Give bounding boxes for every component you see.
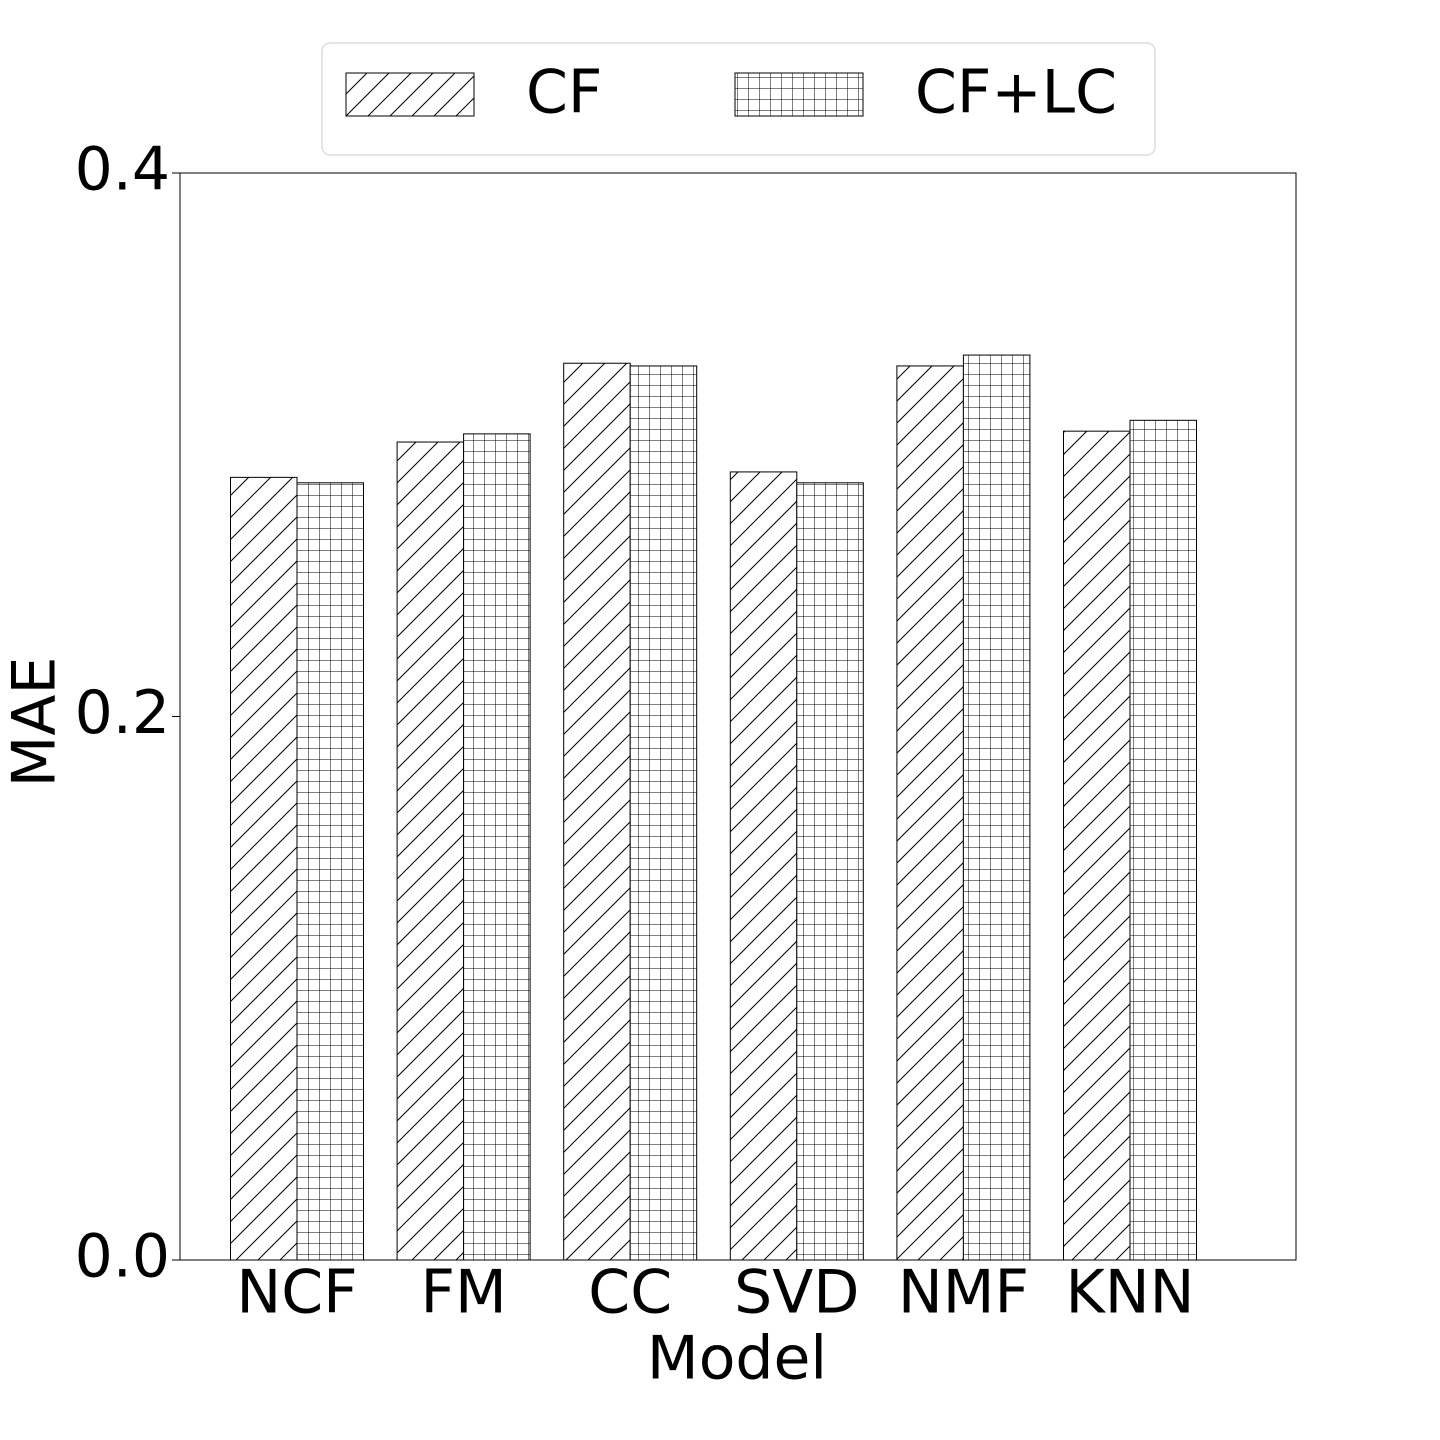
y-axis-label: MAE [0, 657, 70, 788]
y-tick-label: 0.2 [75, 678, 170, 748]
y-tick-label: 0.0 [75, 1222, 170, 1292]
bar [896, 365, 964, 1261]
y-tick-label: 0.4 [75, 135, 170, 205]
legend-swatch [734, 72, 864, 117]
bar [796, 482, 864, 1261]
bar [629, 365, 698, 1261]
x-tick-label: NMF [898, 1258, 1029, 1328]
bar [296, 482, 364, 1261]
bar [962, 354, 1031, 1261]
bar [396, 441, 465, 1261]
legend-swatch [345, 72, 475, 117]
bar [230, 476, 298, 1261]
x-tick-label: SVD [734, 1258, 859, 1328]
bar [729, 471, 798, 1261]
x-tick-label: KNN [1065, 1258, 1194, 1328]
x-axis-label: Model [647, 1324, 827, 1394]
legend-label: CF+LC [915, 58, 1117, 128]
bar [563, 362, 631, 1261]
x-tick-label: CC [588, 1258, 672, 1328]
legend-label: CF [526, 58, 602, 128]
bar [463, 433, 531, 1261]
bar [1129, 419, 1197, 1261]
x-tick-label: FM [420, 1258, 506, 1328]
x-tick-label: NCF [236, 1258, 357, 1328]
bar [1063, 430, 1131, 1261]
